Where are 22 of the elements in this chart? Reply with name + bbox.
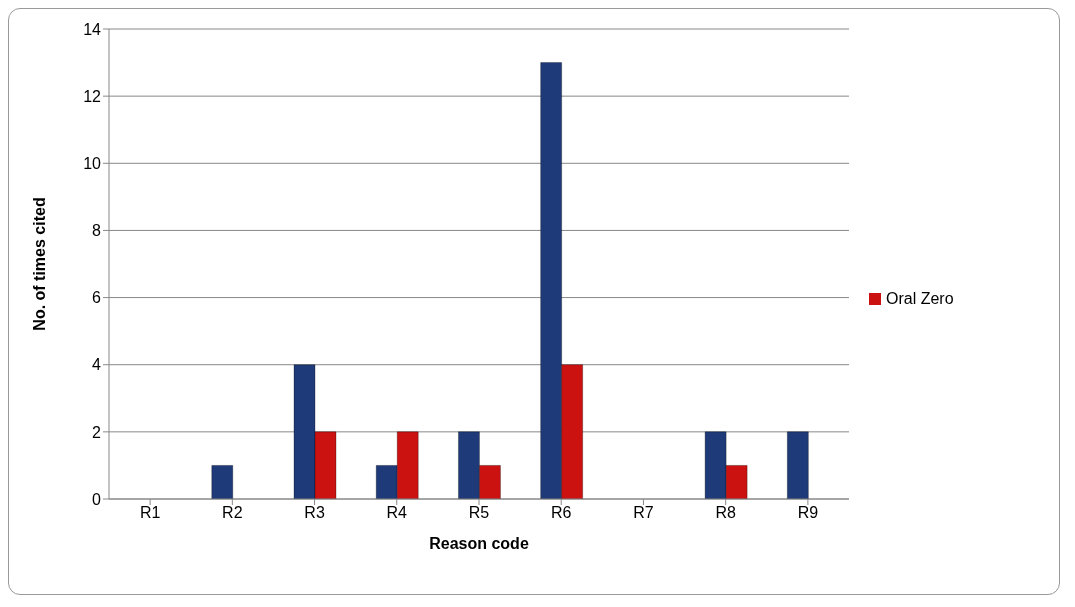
legend-label: Oral Zero [886,290,954,308]
x-tick-label: R3 [304,504,325,522]
bar [786,431,809,499]
y-tick-label: 2 [92,423,102,441]
x-tick-label: R7 [633,504,654,522]
y-tick-label: 10 [83,154,102,172]
y-tick-label: 12 [83,87,102,105]
x-tick-label: R1 [139,504,161,522]
y-tick-label: 8 [92,222,102,240]
y-axis-title: No. of times cited [30,197,48,331]
x-tick-label: R6 [551,504,572,522]
y-tick-label: 6 [92,289,102,307]
y-tick-label: 0 [92,490,102,508]
x-tick-label: R2 [222,504,243,522]
x-tick-label: R9 [797,504,819,522]
y-tick-label: 4 [92,356,102,374]
x-tick-label: R4 [386,504,408,522]
x-tick-label: R8 [715,504,736,522]
x-axis-title: Reason code [429,535,529,552]
bar [211,464,234,499]
x-tick-label: R5 [468,504,490,522]
y-tick-label: 14 [83,20,102,38]
